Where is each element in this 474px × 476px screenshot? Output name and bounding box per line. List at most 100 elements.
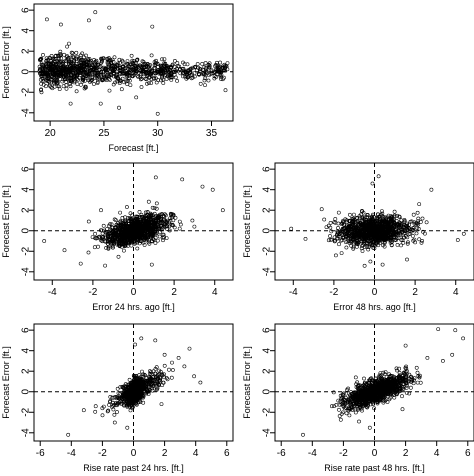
- y-tick-label: 0: [21, 69, 32, 75]
- data-point: [149, 262, 154, 267]
- x-tick-label: -2: [329, 287, 338, 298]
- data-point: [45, 61, 50, 65]
- plot-frame: [33, 3, 234, 122]
- data-point: [133, 240, 138, 245]
- data-point: [169, 70, 174, 75]
- data-point: [96, 244, 100, 249]
- data-point: [82, 63, 86, 68]
- data-point: [58, 71, 63, 76]
- x-tick-label: -4: [48, 287, 57, 298]
- y-tick-label: 6: [21, 327, 32, 333]
- x-tick-label: -4: [289, 287, 298, 298]
- data-point: [99, 60, 104, 65]
- data-point: [98, 64, 103, 69]
- data-point: [198, 380, 203, 385]
- data-point: [192, 374, 197, 379]
- data-point: [424, 220, 429, 225]
- data-point: [50, 78, 55, 82]
- data-point: [154, 80, 159, 85]
- data-point: [153, 175, 158, 180]
- y-tick-label: 4: [21, 27, 32, 33]
- data-point: [196, 71, 201, 76]
- data-point: [420, 216, 425, 221]
- data-point: [101, 56, 106, 61]
- data-point: [111, 60, 116, 64]
- data-point: [69, 50, 74, 55]
- data-point: [455, 238, 460, 242]
- data-point: [328, 234, 332, 238]
- data-point: [376, 174, 381, 179]
- y-tick-label: 0: [262, 389, 273, 395]
- x-tick-label: 4: [212, 287, 218, 298]
- data-point: [146, 199, 151, 204]
- data-point: [303, 236, 308, 241]
- data-point: [133, 71, 138, 75]
- data-point: [115, 79, 120, 84]
- data-point: [57, 87, 62, 92]
- data-point: [58, 49, 63, 54]
- y-tick-label: 6: [262, 327, 273, 333]
- x-axis-title: Rise rate past 48 hrs. [ft.]: [324, 463, 425, 473]
- data-point: [71, 54, 76, 59]
- data-point: [411, 212, 416, 217]
- data-point: [39, 62, 44, 67]
- x-tick-label: 2: [162, 448, 168, 459]
- data-point: [144, 71, 149, 76]
- data-point: [65, 44, 70, 49]
- data-point: [417, 202, 422, 207]
- data-point: [85, 72, 89, 77]
- data-point: [153, 338, 158, 343]
- data-point: [81, 69, 86, 74]
- data-point: [429, 187, 434, 192]
- data-point: [362, 376, 366, 381]
- data-point: [145, 73, 149, 78]
- data-point: [144, 77, 149, 82]
- data-point: [59, 73, 63, 78]
- data-point: [206, 78, 211, 83]
- x-tick-label: 2: [412, 287, 418, 298]
- data-point: [112, 412, 117, 417]
- data-point: [59, 63, 64, 68]
- data-point: [59, 22, 63, 27]
- data-point: [121, 68, 126, 73]
- data-point: [380, 262, 385, 267]
- data-point: [75, 68, 80, 73]
- data-point: [112, 420, 117, 425]
- y-tick-label: -4: [21, 428, 32, 437]
- x-tick-label: 0: [131, 448, 137, 459]
- data-point: [159, 78, 163, 83]
- data-point: [70, 51, 75, 56]
- data-point: [78, 261, 83, 266]
- data-point: [139, 336, 144, 341]
- data-point: [159, 402, 164, 407]
- data-point: [127, 78, 132, 83]
- data-point: [100, 78, 105, 83]
- data-point: [40, 79, 45, 83]
- data-point: [170, 368, 175, 372]
- y-tick-label: 6: [21, 166, 32, 172]
- y-tick-label: 0: [21, 228, 32, 234]
- data-point: [192, 74, 197, 79]
- data-point: [336, 221, 341, 226]
- data-point: [187, 71, 192, 76]
- data-point: [90, 235, 95, 240]
- data-point: [40, 66, 45, 71]
- data-point: [162, 61, 167, 66]
- data-point: [64, 72, 69, 77]
- data-point: [68, 82, 72, 87]
- data-point: [216, 63, 221, 68]
- data-point: [100, 413, 105, 418]
- data-point: [55, 59, 60, 64]
- data-point: [212, 76, 217, 81]
- y-tick-label: 0: [262, 228, 273, 234]
- data-point: [48, 63, 53, 68]
- data-point: [68, 68, 72, 73]
- data-point: [405, 257, 409, 262]
- data-point: [207, 65, 212, 70]
- data-point: [133, 342, 138, 347]
- data-point: [88, 63, 93, 68]
- data-point: [159, 63, 164, 68]
- data-point: [162, 67, 167, 71]
- data-point: [410, 233, 415, 238]
